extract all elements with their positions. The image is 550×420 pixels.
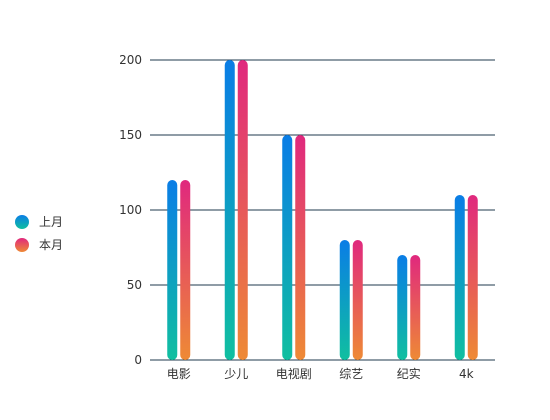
gridlines <box>150 59 495 361</box>
legend-swatch <box>15 215 29 229</box>
x-tick-label: 电视剧 <box>276 366 312 381</box>
x-axis-ticks: 电影 少儿 电视剧 综艺 纪实 4k <box>167 366 474 381</box>
bar-上月-少儿[interactable] <box>224 60 235 360</box>
bar-本月-少儿[interactable] <box>237 60 248 360</box>
bar-本月-综艺[interactable] <box>352 240 363 360</box>
bar-上月-纪实[interactable] <box>397 255 408 360</box>
bar-本月-4k[interactable] <box>467 195 478 360</box>
y-tick-label: 50 <box>127 278 142 292</box>
y-axis-ticks: 0 50 100 150 200 <box>119 53 142 367</box>
bar-本月-纪实[interactable] <box>410 255 421 360</box>
legend-item-本月[interactable]: 本月 <box>15 238 63 252</box>
x-tick-label: 综艺 <box>339 367 363 381</box>
bar-上月-综艺[interactable] <box>339 240 350 360</box>
x-tick-label: 电影 <box>167 367 191 381</box>
y-tick-label: 200 <box>119 53 142 67</box>
legend-item-上月[interactable]: 上月 <box>15 215 63 229</box>
y-tick-label: 150 <box>119 128 142 142</box>
bars <box>167 60 478 360</box>
bar-本月-电影[interactable] <box>180 180 191 360</box>
bar-本月-电视剧[interactable] <box>295 135 306 360</box>
bar-上月-电视剧[interactable] <box>282 135 293 360</box>
y-tick-label: 0 <box>134 353 142 367</box>
bar-上月-4k[interactable] <box>454 195 465 360</box>
legend-swatch <box>15 238 29 252</box>
y-tick-label: 100 <box>119 203 142 217</box>
bar-上月-电影[interactable] <box>167 180 178 360</box>
x-tick-label: 少儿 <box>224 367 248 381</box>
x-tick-label: 4k <box>459 367 474 381</box>
legend-label: 上月 <box>39 215 63 229</box>
legend-label: 本月 <box>39 238 63 252</box>
x-tick-label: 纪实 <box>397 366 421 381</box>
